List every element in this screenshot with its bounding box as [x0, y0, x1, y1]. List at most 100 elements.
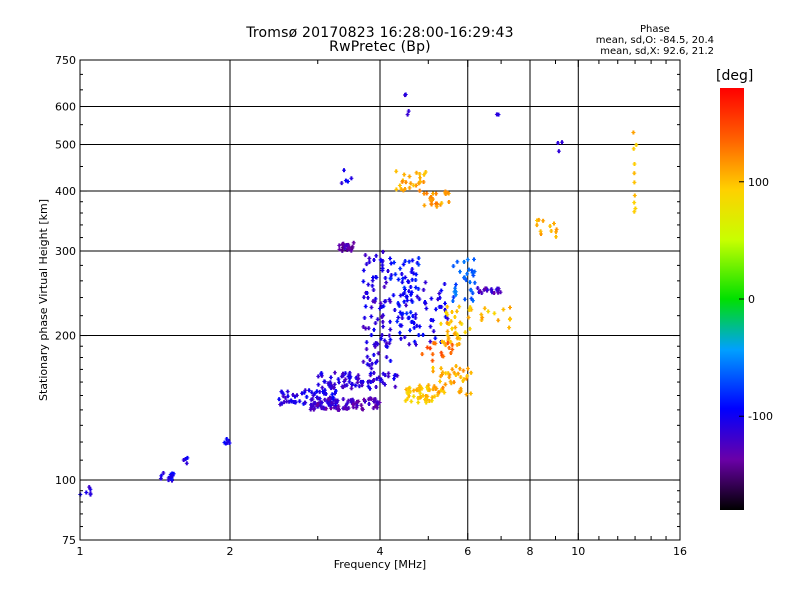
- data-point-arm: [428, 347, 433, 349]
- data-point-arm: [454, 310, 459, 312]
- data-point-arm: [508, 307, 512, 308]
- data-point-arm: [402, 292, 407, 294]
- x-tick-label: 10: [571, 545, 585, 558]
- data-point-arm: [429, 196, 433, 198]
- data-point-arm: [415, 262, 420, 264]
- data-point-arm: [631, 132, 636, 133]
- data-point-arm: [375, 318, 380, 320]
- data-point-arm: [312, 393, 317, 395]
- data-point-arm: [356, 374, 361, 376]
- data-point-arm: [483, 287, 488, 289]
- data-point-arm: [423, 399, 427, 401]
- data-point-arm: [424, 192, 429, 194]
- data-point-arm: [169, 478, 174, 480]
- data-point-arm: [351, 401, 356, 403]
- axis-ticks: 1 2 4 6 8 10 16 75 100 200 300 400 500 600 750: [55, 54, 687, 558]
- data-point-arm: [414, 344, 418, 346]
- data-point-arm: [374, 378, 379, 380]
- data-point-arm: [453, 284, 458, 286]
- data-point-arm: [406, 280, 410, 282]
- data-point-arm: [368, 373, 373, 374]
- data-point-arm: [469, 298, 474, 300]
- data-point-arm: [418, 392, 423, 394]
- data-point-arm: [388, 301, 393, 303]
- data-point-arm: [223, 443, 228, 444]
- data-point-arm: [434, 203, 439, 204]
- data-point-arm: [489, 288, 494, 290]
- data-point-arm: [308, 409, 313, 410]
- data-point-arm: [440, 371, 445, 373]
- data-point-arm: [278, 404, 283, 405]
- data-point-arm: [295, 394, 299, 396]
- data-point-arm: [350, 399, 355, 401]
- data-point-arm: [317, 402, 322, 404]
- y-tick-label: 500: [55, 139, 76, 152]
- data-point-arm: [431, 193, 435, 195]
- data-point-arm: [450, 300, 455, 302]
- data-point-arm: [386, 372, 391, 374]
- data-point-arm: [316, 397, 321, 399]
- data-point-arm: [453, 294, 458, 296]
- data-point-arm: [429, 400, 434, 402]
- data-point-arm: [330, 393, 335, 395]
- data-point-arm: [326, 404, 331, 406]
- data-point-arm: [319, 402, 324, 404]
- data-point-arm: [457, 391, 462, 393]
- data-point-arm: [466, 317, 471, 318]
- data-point-arm: [377, 402, 382, 403]
- data-point-arm: [372, 329, 376, 331]
- data-point-arm: [375, 403, 380, 405]
- data-point-arm: [316, 404, 321, 406]
- data-point-arm: [359, 404, 364, 406]
- data-point-arm: [349, 177, 354, 179]
- data-point-arm: [459, 323, 464, 325]
- data-point-arm: [366, 385, 371, 387]
- data-point-arm: [222, 442, 227, 444]
- data-point-arm: [332, 406, 337, 408]
- data-point-arm: [392, 262, 397, 263]
- data-point-arm: [407, 187, 412, 189]
- data-point-arm: [380, 268, 385, 270]
- data-point-arm: [413, 287, 418, 288]
- data-point-arm: [379, 316, 384, 318]
- data-point-arm: [363, 254, 368, 256]
- data-point-arm: [424, 308, 429, 309]
- data-point-arm: [347, 381, 352, 383]
- data-point-arm: [361, 361, 366, 363]
- data-point-arm: [405, 398, 410, 400]
- data-point-arm: [494, 113, 499, 115]
- data-point-arm: [343, 180, 348, 182]
- data-point-arm: [405, 114, 410, 116]
- data-point-arm: [356, 377, 361, 379]
- data-point-arm: [634, 144, 639, 146]
- data-point-arm: [316, 375, 321, 377]
- data-point-arm: [457, 338, 462, 340]
- data-point-arm: [371, 401, 376, 402]
- data-point-arm: [443, 383, 448, 385]
- data-point-arm: [445, 192, 450, 194]
- data-point-arm: [409, 291, 414, 293]
- data-point-arm: [451, 296, 456, 298]
- data-point-arm: [416, 257, 421, 259]
- data-point-arm: [434, 388, 439, 389]
- data-point-arm: [394, 170, 399, 172]
- data-point-arm: [443, 344, 448, 346]
- data-point-arm: [427, 400, 432, 402]
- data-point-arm: [538, 230, 543, 232]
- data-point-arm: [170, 473, 175, 474]
- data-point-arm: [437, 306, 442, 308]
- data-point-arm: [408, 311, 413, 313]
- data-point-arm: [560, 141, 564, 143]
- data-point-arm: [336, 405, 341, 407]
- data-point-arm: [408, 182, 413, 184]
- data-point-arm: [380, 381, 385, 383]
- data-point-arm: [407, 176, 412, 177]
- data-point-arm: [340, 249, 345, 251]
- data-point-arm: [443, 302, 447, 304]
- data-point-arm: [360, 408, 365, 410]
- data-point-arm: [277, 398, 282, 400]
- data-point-arm: [374, 255, 379, 257]
- data-point-arm: [349, 247, 354, 249]
- data-point-arm: [362, 317, 367, 319]
